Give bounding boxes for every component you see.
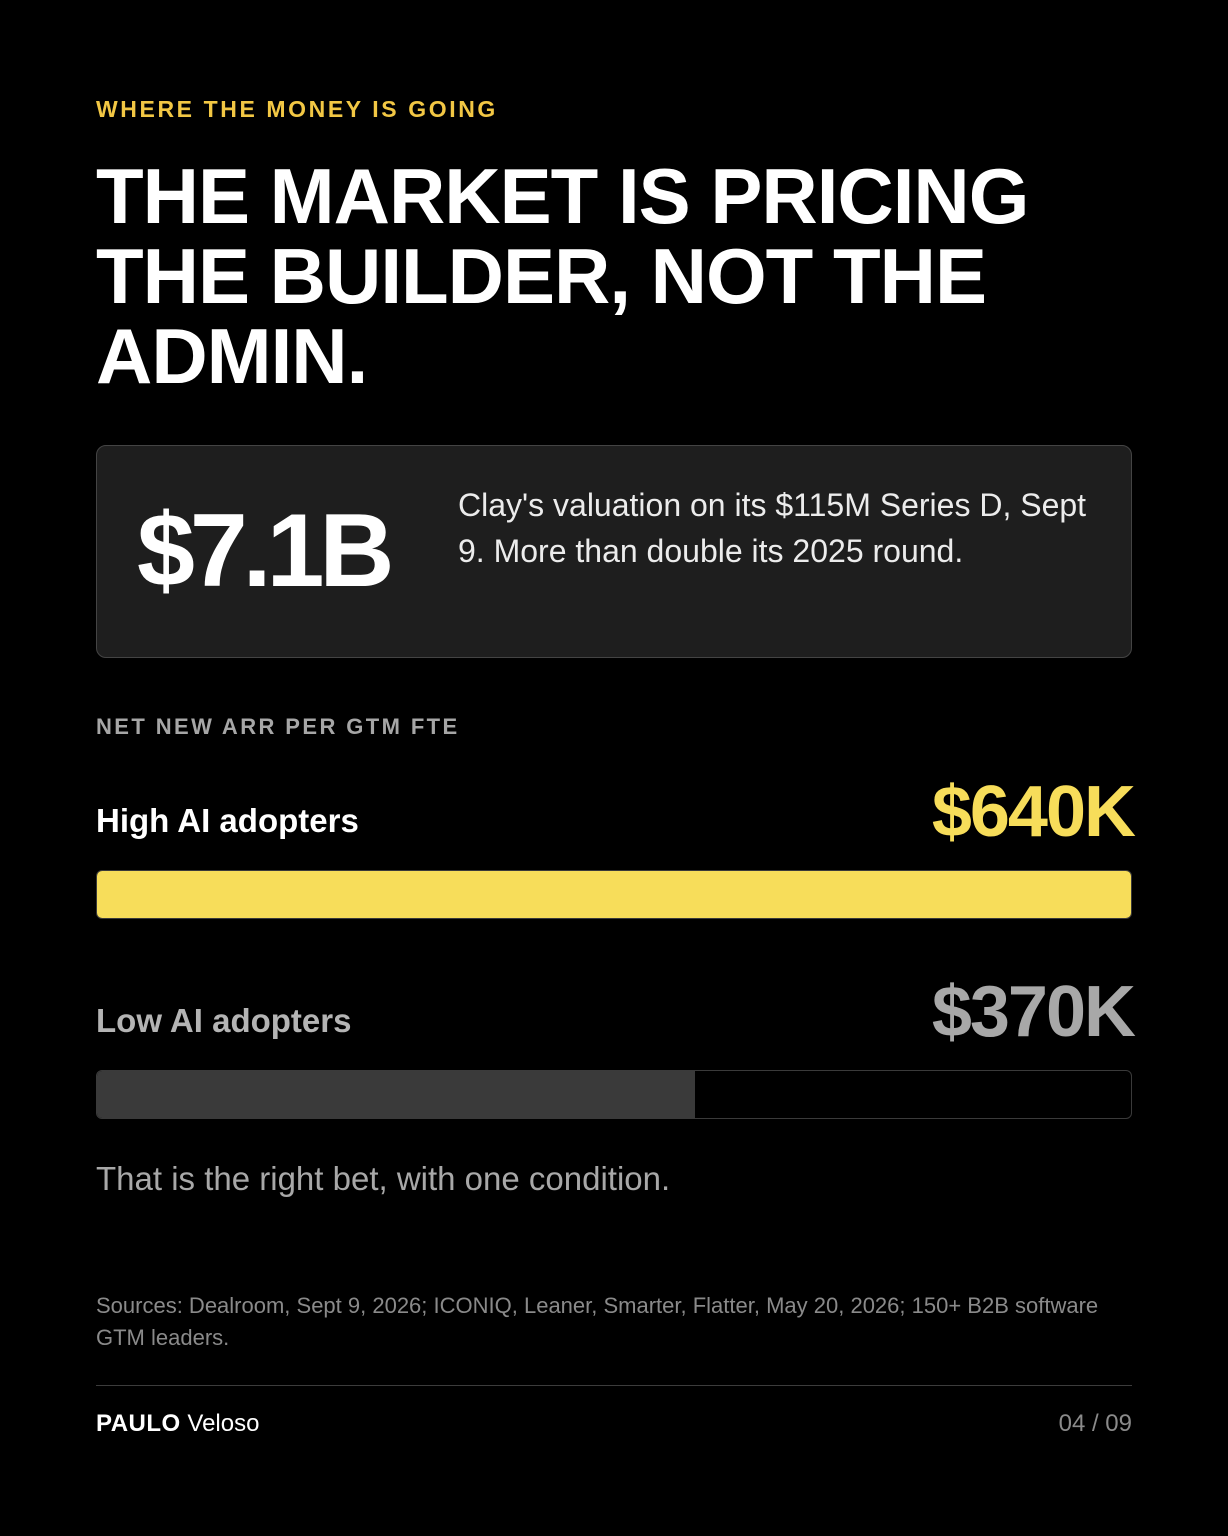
bar-value-label: $370K — [931, 972, 1136, 1052]
bar-track — [96, 1070, 1132, 1119]
bar-track — [96, 870, 1132, 919]
bar-value-label: $640K — [931, 772, 1136, 852]
chart-title: NET NEW ARR PER GTM FTE — [96, 714, 460, 739]
headline: THE MARKET IS PRICING THE BUILDER, NOT T… — [96, 152, 1029, 400]
footer-divider — [96, 1385, 1132, 1386]
slide: WHERE THE MONEY IS GOING THE MARKET IS P… — [96, 0, 1136, 1536]
stat-value: $7.1B — [137, 493, 395, 609]
takeaway-text: That is the right bet, with one conditio… — [96, 1160, 671, 1197]
stat-card: $7.1B Clay's valuation on its $115M Seri… — [96, 445, 1132, 658]
bar-category-label: High AI adopters — [96, 802, 359, 839]
stat-description: Clay's valuation on its $115M Series D, … — [458, 487, 1087, 569]
bar-category-label: Low AI adopters — [96, 1002, 352, 1039]
page-number: 04 / 09 — [1058, 1410, 1132, 1437]
bar-high-ai — [97, 871, 1131, 918]
eyebrow-label: WHERE THE MONEY IS GOING — [96, 96, 498, 122]
author-last-name: Veloso — [187, 1410, 260, 1437]
bar-low-ai — [97, 1071, 695, 1118]
author-name: PAULO Veloso — [96, 1410, 259, 1438]
sources-note: Sources: Dealroom, Sept 9, 2026; ICONIQ,… — [96, 1293, 1099, 1350]
author-first-name: PAULO — [96, 1410, 181, 1437]
